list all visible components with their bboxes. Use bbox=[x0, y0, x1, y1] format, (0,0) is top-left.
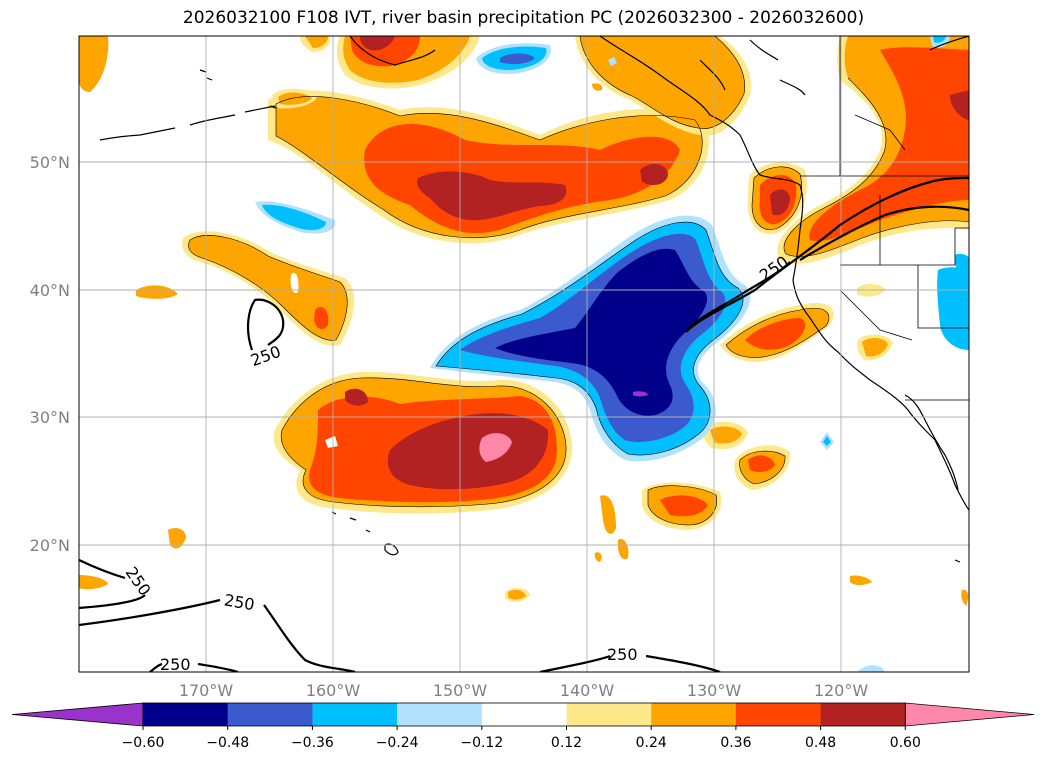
colorbar: −0.60 −0.48 −0.36 −0.24 −0.12 0.12 0.24 0.36 0.4… bbox=[11, 702, 1035, 751]
chart-title: 2026032100 F108 IVT, river basin precipi… bbox=[182, 8, 865, 28]
lon-label: 150°W bbox=[433, 681, 488, 700]
positive-anomaly-south-blob bbox=[273, 371, 573, 514]
political-borders bbox=[800, 36, 969, 401]
lon-label: 160°W bbox=[306, 681, 361, 700]
longitude-labels: 170°W 160°W 150°W 140°W 130°W 120°W bbox=[179, 681, 869, 700]
colorbar-segment bbox=[481, 703, 567, 726]
colorbar-segment bbox=[143, 703, 229, 726]
positive-anomaly-north-band bbox=[268, 90, 709, 244]
lon-label: 170°W bbox=[179, 681, 234, 700]
colorbar-segment bbox=[312, 703, 398, 726]
colorbar-tick-label: −0.48 bbox=[206, 735, 249, 751]
shading-outlines bbox=[188, 36, 969, 526]
colorbar-segment bbox=[397, 703, 483, 726]
latitude-labels: 50°N 40°N 30°N 20°N bbox=[30, 153, 70, 555]
colorbar-tick-label: 0.36 bbox=[720, 735, 751, 751]
map-frame bbox=[78, 35, 970, 673]
colorbar-segment bbox=[735, 703, 822, 726]
contour-label: 250 bbox=[607, 645, 638, 664]
contour-label: 250 bbox=[122, 563, 155, 599]
colorbar-segment bbox=[227, 703, 313, 726]
lon-label: 140°W bbox=[560, 681, 615, 700]
positive-anomaly-small-blobs bbox=[79, 83, 969, 606]
contour-label: 250 bbox=[160, 655, 191, 674]
colorbar-tick-label: −0.36 bbox=[291, 735, 334, 751]
lon-label: 120°W bbox=[814, 681, 869, 700]
colorbar-segment bbox=[651, 703, 737, 726]
gridlines bbox=[79, 36, 969, 672]
colorbar-tick-label: 0.48 bbox=[805, 735, 836, 751]
colorbar-frame bbox=[142, 702, 906, 727]
ivt-250-contours bbox=[79, 176, 969, 672]
colorbar-segment bbox=[820, 703, 906, 726]
colorbar-tick-label: 0.24 bbox=[636, 735, 667, 751]
contour-label: 250 bbox=[248, 342, 283, 370]
colorbar-tick-label: −0.24 bbox=[376, 735, 419, 751]
colorbar-extend-high bbox=[904, 702, 1035, 727]
colorbar-segment bbox=[566, 703, 652, 726]
colorbar-tick-label: 0.60 bbox=[890, 735, 921, 751]
colorbar-tick-label: −0.12 bbox=[460, 735, 503, 751]
lon-label: 130°W bbox=[687, 681, 742, 700]
lat-label: 30°N bbox=[30, 408, 70, 427]
colorbar-tick-label: 0.12 bbox=[551, 735, 582, 751]
contour-label: 250 bbox=[223, 590, 256, 614]
lat-label: 40°N bbox=[30, 281, 70, 300]
colorbar-extend-low bbox=[11, 702, 144, 727]
coastlines bbox=[99, 36, 969, 563]
colorbar-tick-label: −0.60 bbox=[122, 735, 165, 751]
positive-anomaly-west bbox=[136, 231, 355, 346]
lat-label: 50°N bbox=[30, 153, 70, 172]
lat-label: 20°N bbox=[30, 536, 70, 555]
